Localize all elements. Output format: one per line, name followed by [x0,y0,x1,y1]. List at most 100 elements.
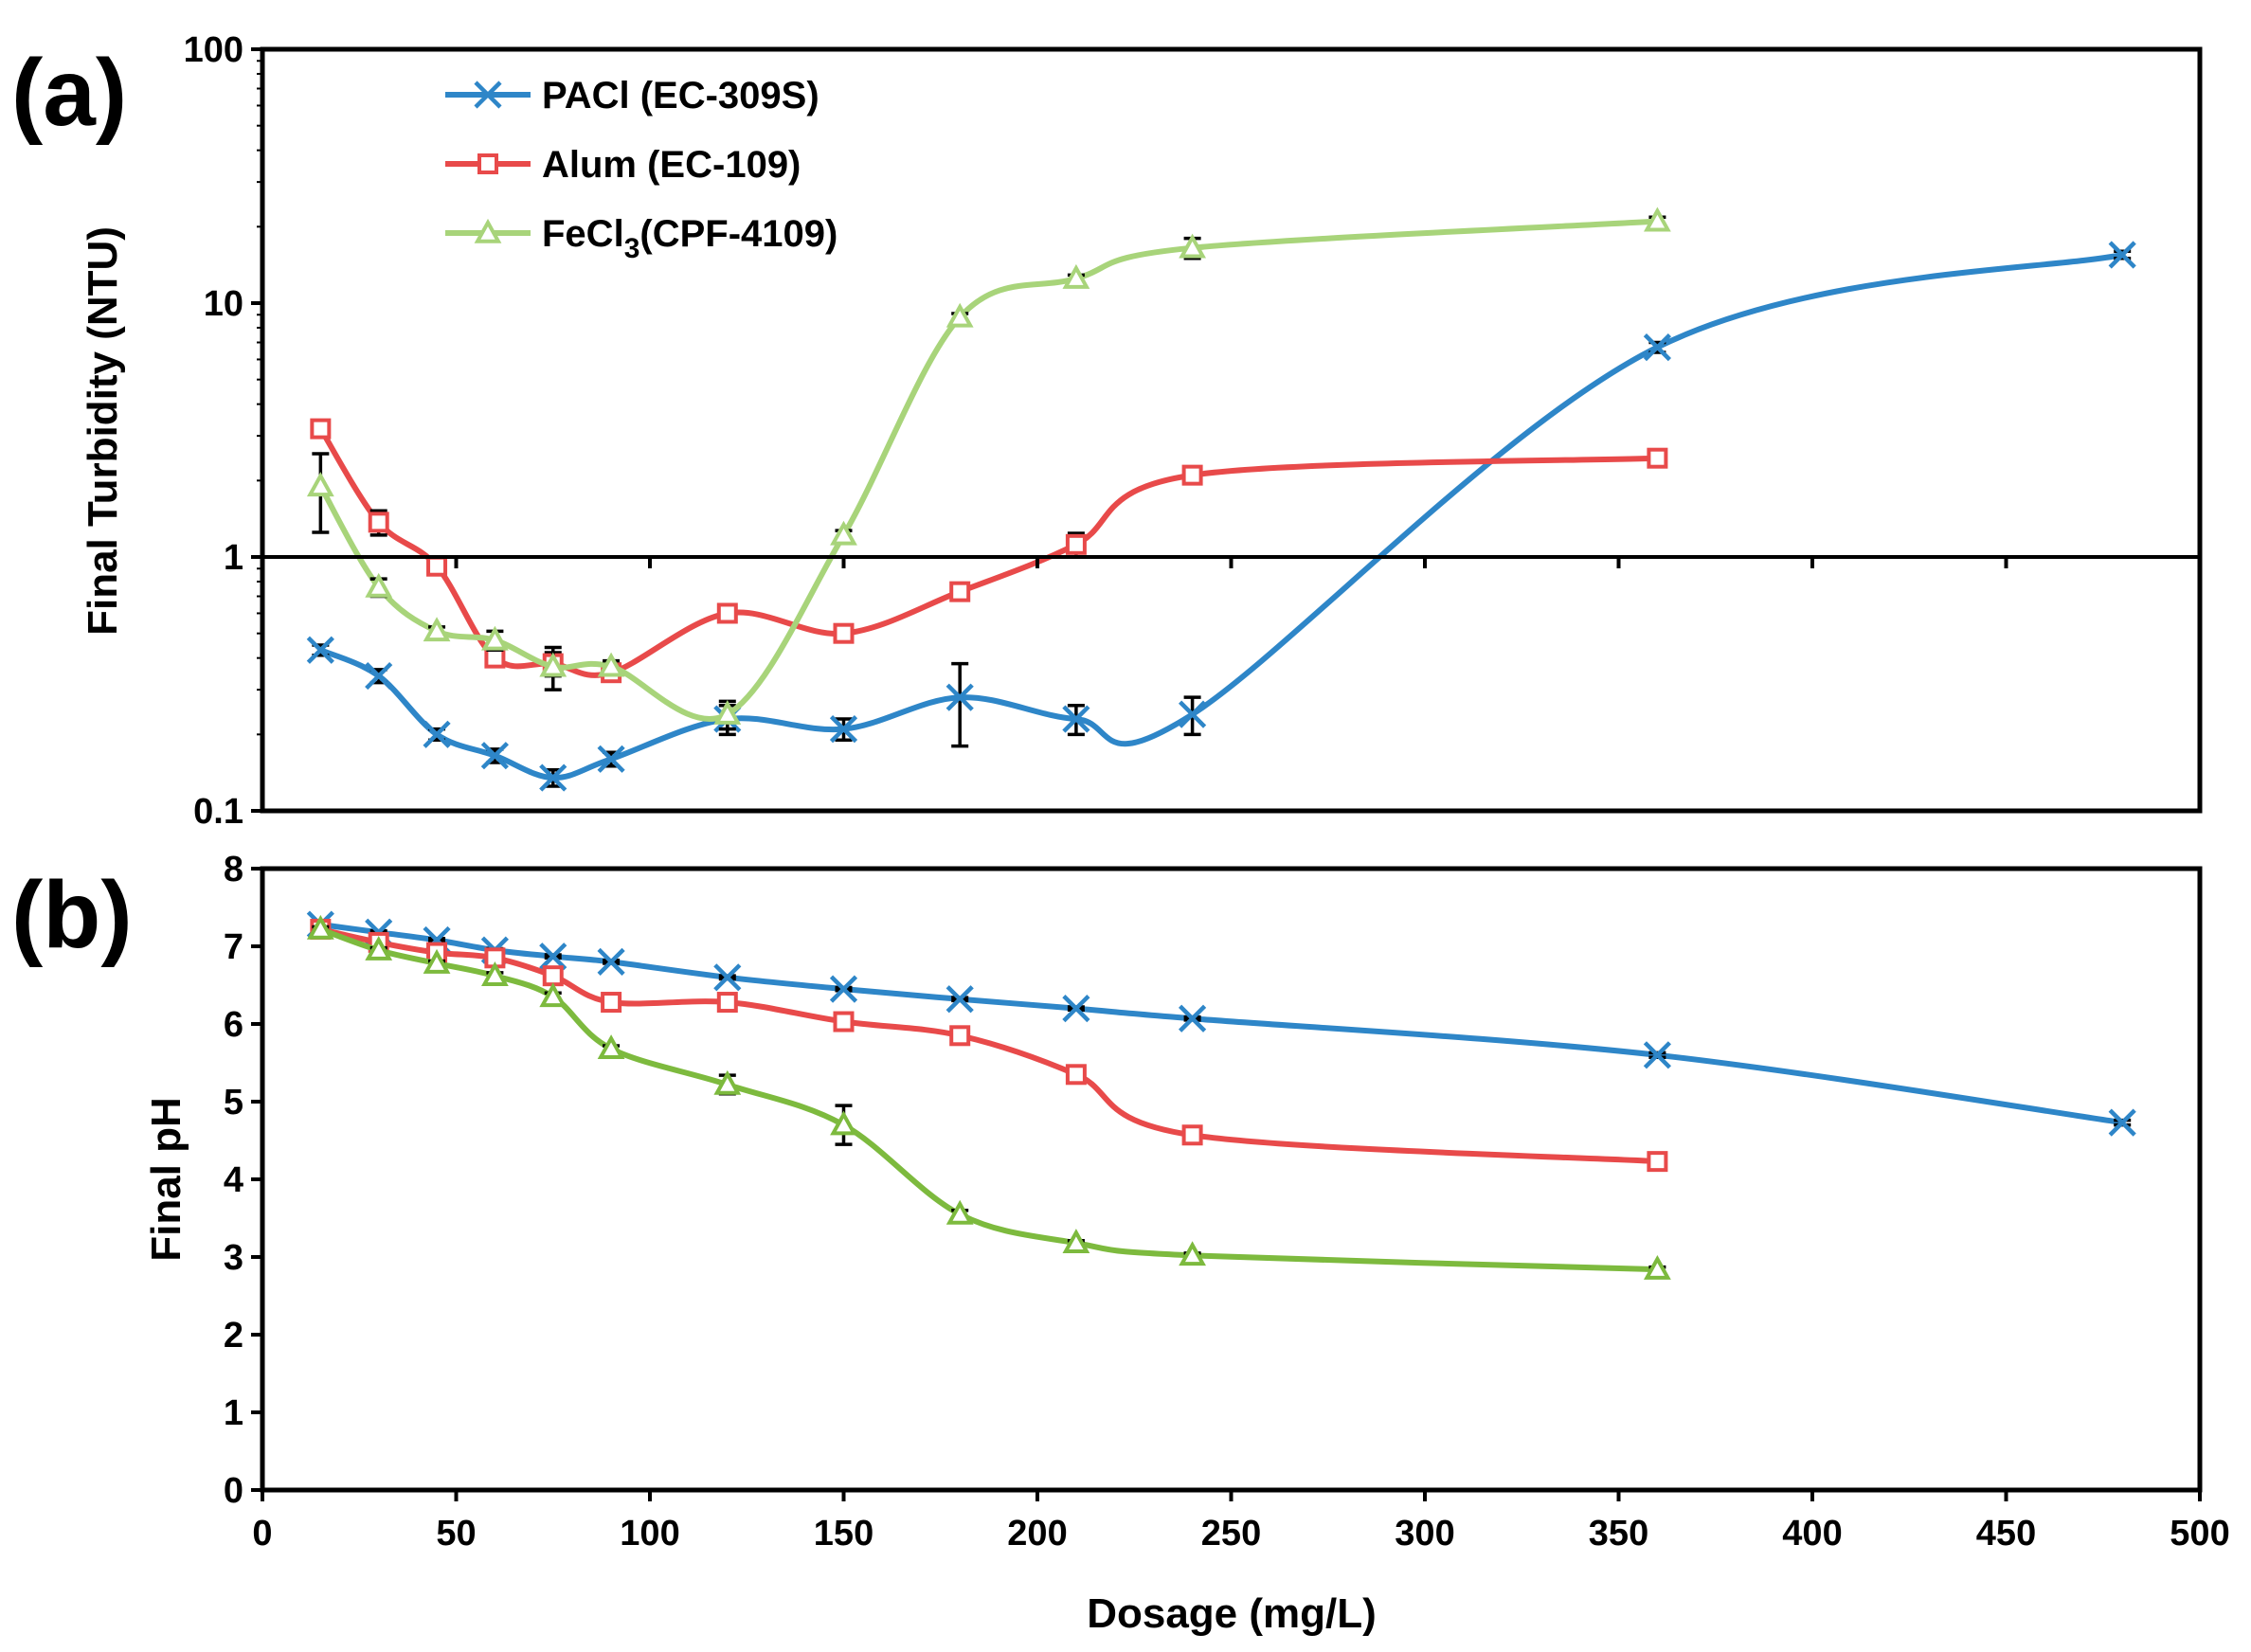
data-point-fecl3_a [713,699,742,725]
series-alum [310,918,1668,1173]
data-point-alum [426,555,448,577]
turbidity-panel: (a) 0.1 1 10 100 Final Turbidity (NTU) PACl… [11,30,2203,832]
data-point-fecl3_b [365,935,393,961]
data-point-fecl3_b [713,1069,742,1095]
turbidity-y-axis-title: Final Turbidity (NTU) [80,226,126,636]
series-fecl3_a [306,206,1671,731]
panel1-ytick-label: 8 [224,850,243,889]
data-point-alum [833,1011,855,1032]
data-point-pacl [1179,700,1207,728]
data-point-alum [1181,464,1203,486]
x-axis-title: Dosage (mg/L) [1087,1590,1377,1637]
legend-marker-shape [474,81,502,109]
legend-marker-alum [477,153,498,174]
data-point-pacl [2108,1108,2136,1137]
data-point-pacl [945,985,974,1014]
legend-label-alum: Alum (EC-109) [542,144,801,186]
data-point-alum [716,992,738,1014]
data-point-pacl [597,947,625,976]
data-point-fecl3_a [830,520,857,546]
legend-label-fecl3-main: FeCl [542,213,624,255]
series-fecl3_b [306,914,1671,1280]
data-point-pacl [539,763,567,792]
data-point-pacl [423,720,451,748]
data-point-fecl3_b [306,914,334,940]
panel1-xtick-label: 200 [1007,1514,1067,1553]
data-point-alum [1647,1151,1668,1173]
panel-a-label: (a) [11,40,127,146]
turbidity-plot-frame [260,46,2203,814]
legend-marker-pacl [474,81,502,109]
data-point-fecl3_a [1644,206,1671,232]
data-point-alum [1065,1064,1087,1086]
legend-marker-shape [474,218,502,243]
data-point-pacl [1062,705,1090,733]
series-line-pacl [317,252,2126,781]
legend: PACl (EC-309S) Alum (EC-109) FeCl3(CPF-4… [445,75,837,264]
data-point-pacl [597,745,625,773]
series-pacl [306,241,2136,792]
data-point-alum [310,418,332,440]
legend-marker-shape [477,153,498,174]
legend-item-fecl3: FeCl3(CPF-4109) [445,213,837,264]
error-bar-pacl [951,661,969,748]
panel0-ytick-label: 10 [204,284,243,324]
legend-item-alum: Alum (EC-109) [445,144,801,186]
data-point-pacl [365,661,393,691]
data-point-alum [1181,1124,1203,1146]
panel1-ytick-label: 6 [224,1005,243,1045]
panel1-xtick-label: 0 [252,1514,272,1553]
panel1-xtick-label: 500 [2170,1514,2229,1553]
panel1-xtick-label: 450 [1976,1514,2036,1553]
turbidity-axes: 0.1 1 10 100 [184,30,2202,832]
series-line-alum [317,425,1661,678]
data-point-alum [949,581,971,602]
legend-marker-fecl3 [474,218,502,243]
data-point-alum [949,1025,971,1047]
data-point-fecl3_b [1644,1255,1671,1280]
data-point-alum [484,647,506,669]
series-line-pacl [317,922,2126,1126]
series-line-alum [317,926,1661,1165]
data-point-pacl [1062,995,1090,1023]
data-point-alum [833,622,855,644]
data-point-fecl3_b [539,982,567,1008]
panel0-ytick-label: 0.1 [193,792,243,832]
data-point-pacl [539,943,567,971]
panel1-xtick-label: 50 [436,1514,476,1553]
data-point-pacl [480,742,509,770]
data-point-fecl3_b [597,1034,625,1060]
series-line-fecl3_a [317,218,1661,723]
panel1-xtick-label: 400 [1782,1514,1842,1553]
panel1-ytick-label: 4 [224,1160,243,1200]
data-point-pacl [1643,333,1671,362]
panel1-ytick-label: 7 [224,927,243,967]
ph-panel: (b) 0 1 2 3 4 5 6 7 8 0 50 100 150 200 250 300 350 400 450… [11,850,2230,1637]
data-point-fecl3_b [945,1199,974,1225]
panel1-ytick-label: 0 [224,1471,243,1511]
data-point-fecl3_b [1062,1229,1090,1254]
data-point-fecl3_a [945,302,974,328]
panel1-xtick-label: 100 [620,1514,679,1553]
data-point-fecl3_b [481,961,509,986]
panel1-ytick-label: 2 [224,1316,243,1356]
data-point-alum [716,602,738,624]
panel1-xtick-label: 350 [1589,1514,1648,1553]
data-point-fecl3_a [365,572,393,598]
data-point-alum [601,992,622,1014]
data-point-pacl [829,715,858,744]
data-point-alum [1647,447,1668,469]
data-point-pacl [1179,1004,1207,1032]
legend-label-fecl3-rest: (CPF-4109) [639,213,837,255]
ph-axes: 0 1 2 3 4 5 6 7 8 0 50 100 150 200 250 300 350 400 450 500 [224,850,2230,1553]
data-point-pacl [306,636,334,664]
data-point-fecl3_b [830,1110,857,1136]
data-point-pacl [2108,241,2136,269]
panel1-xtick-label: 150 [814,1514,873,1553]
panel1-ytick-label: 3 [224,1238,243,1278]
data-point-pacl [829,975,858,1003]
panel1-xtick-label: 300 [1395,1514,1454,1553]
data-point-fecl3_a [597,652,625,677]
data-point-pacl [1643,1041,1671,1069]
